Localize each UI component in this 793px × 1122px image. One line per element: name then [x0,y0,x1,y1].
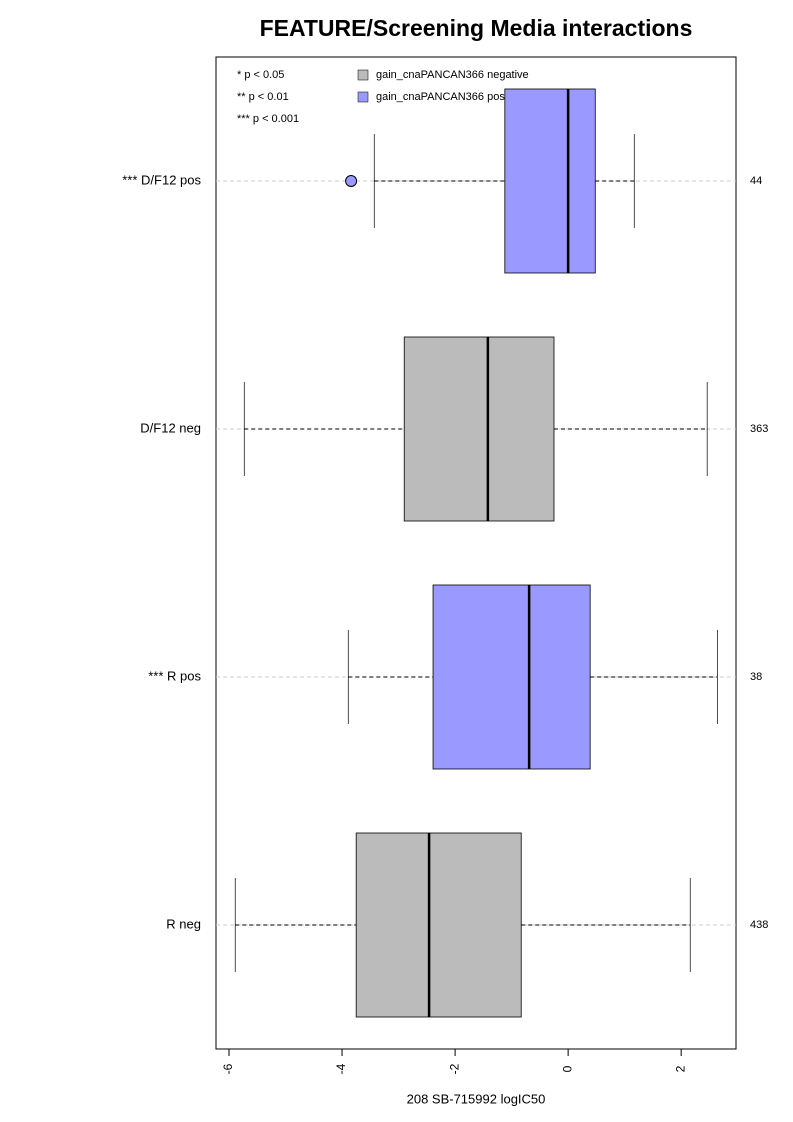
legend-label: gain_cnaPANCAN366 positive [376,91,524,103]
x-tick-label: -6 [221,1063,235,1074]
outlier [345,175,358,187]
group-label: R neg [166,916,201,931]
group-count: 363 [750,423,768,435]
box [432,584,591,770]
x-axis-title: 208 SB-715992 logIC50 [407,1091,546,1106]
box [403,336,555,522]
legend-note: *** p < 0.001 [237,113,299,125]
x-tick-label: -4 [334,1063,348,1074]
chart-title: FEATURE/Screening Media interactions [260,15,693,41]
box [355,832,522,1018]
box [504,88,596,274]
legend-label: gain_cnaPANCAN366 negative [376,69,529,81]
group-label: *** R pos [148,668,201,683]
group-count: 38 [750,671,762,683]
x-tick-label: 2 [673,1065,687,1072]
group-count: 44 [750,175,762,187]
legend-note: ** p < 0.01 [237,91,289,103]
group-count: 438 [750,919,768,931]
legend-swatch [357,91,369,103]
group-label: *** D/F12 pos [122,172,201,187]
x-tick-label: 0 [560,1065,574,1072]
legend-note: * p < 0.05 [237,69,284,81]
x-tick-label: -2 [447,1063,461,1074]
legend-swatch [357,69,369,81]
group-label: D/F12 neg [140,420,201,435]
